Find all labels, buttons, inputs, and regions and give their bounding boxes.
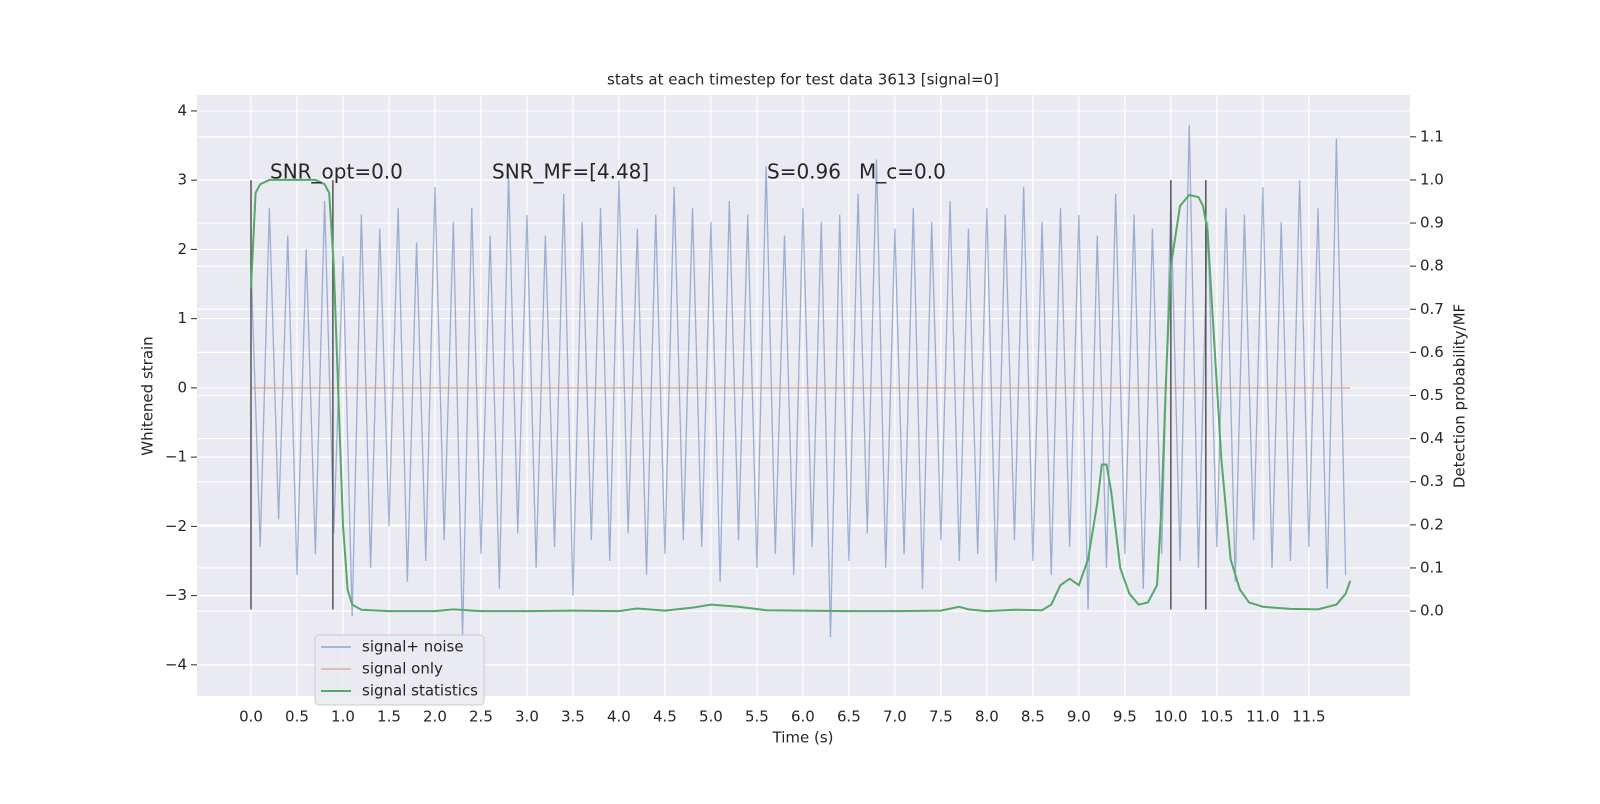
x-tick-label: 0.0 (239, 708, 263, 726)
x-tick-label: 8.0 (975, 708, 999, 726)
y-tick-label: −4 (165, 655, 187, 673)
y2-tick-label: 0.5 (1420, 386, 1444, 404)
y-axis-label: Whitened strain (139, 336, 157, 455)
x-tick-label: 11.5 (1292, 708, 1325, 726)
series-line (250, 124, 1347, 638)
x-tick-label: 10.5 (1200, 708, 1233, 726)
chart-title: stats at each timestep for test data 361… (607, 71, 999, 89)
y2-tick-label: 0.6 (1420, 343, 1444, 361)
x-tick-label: 9.5 (1113, 708, 1137, 726)
y-tick-label: 1 (177, 309, 187, 327)
x-tick-label: 3.5 (561, 708, 585, 726)
y-tick-label: 0 (177, 378, 187, 396)
x-tick-label: 2.5 (469, 708, 493, 726)
y2-axis-label: Detection probability/MF (1451, 304, 1469, 488)
y2-tick-label: 0.9 (1420, 214, 1444, 232)
y2-tick-label: 0.3 (1420, 472, 1444, 490)
y2-tick-label: 1.0 (1420, 170, 1444, 188)
x-tick-label: 9.0 (1067, 708, 1091, 726)
x-tick-label: 5.0 (699, 708, 723, 726)
y2-tick-label: 0.0 (1420, 602, 1444, 620)
y-tick-label: 3 (177, 171, 187, 189)
x-tick-label: 11.0 (1246, 708, 1279, 726)
annotation: S=0.96 (767, 160, 841, 184)
annotation: SNR_MF=[4.48] (492, 160, 649, 184)
x-tick-label: 10.0 (1154, 708, 1187, 726)
y-tick-label: −1 (165, 448, 187, 466)
x-tick-label: 8.5 (1021, 708, 1045, 726)
y2-tick-label: 0.1 (1420, 558, 1444, 576)
annotation: SNR_opt=0.0 (270, 160, 403, 184)
x-tick-label: 4.0 (607, 708, 631, 726)
y-tick-label: −3 (165, 586, 187, 604)
x-tick-label: 6.5 (837, 708, 861, 726)
series-line (249, 178, 1352, 613)
x-tick-label: 2.0 (423, 708, 447, 726)
legend-label: signal only (362, 660, 443, 678)
legend-label: signal statistics (362, 682, 478, 700)
x-tick-label: 7.0 (883, 708, 907, 726)
x-tick-label: 3.0 (515, 708, 539, 726)
x-tick-label: 1.0 (331, 708, 355, 726)
y2-tick-label: 1.1 (1420, 127, 1444, 145)
x-tick-label: 6.0 (791, 708, 815, 726)
legend-box (314, 634, 485, 706)
legend-label: signal+ noise (362, 638, 464, 656)
y-tick-label: 2 (177, 240, 187, 258)
y2-tick-label: 0.2 (1420, 515, 1444, 533)
y2-tick-label: 0.4 (1420, 429, 1444, 447)
y2-tick-label: 0.8 (1420, 257, 1444, 275)
annotation: M_c=0.0 (859, 160, 946, 184)
x-tick-label: 5.5 (745, 708, 769, 726)
marks (249, 124, 1352, 638)
y-tick-label: 4 (177, 101, 187, 119)
x-tick-label: 7.5 (929, 708, 953, 726)
x-tick-label: 4.5 (653, 708, 677, 726)
y-tick-label: −2 (165, 517, 187, 535)
x-tick-label: 1.5 (377, 708, 401, 726)
labels: 0.0 0.5 1.0 1.5 2.0 2.5 3.0 3.5 4.0 4.5 5.0 5.5 6.0 6… (165, 101, 1444, 725)
x-axis-label: Time (s) (772, 729, 834, 747)
y2-tick-label: 0.7 (1420, 300, 1444, 318)
x-tick-label: 0.5 (285, 708, 309, 726)
